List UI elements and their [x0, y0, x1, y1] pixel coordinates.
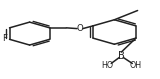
Text: HO: HO — [101, 61, 113, 70]
Text: OH: OH — [129, 61, 141, 70]
Text: B: B — [118, 51, 125, 61]
Text: F: F — [2, 34, 7, 43]
Text: O: O — [77, 24, 83, 33]
